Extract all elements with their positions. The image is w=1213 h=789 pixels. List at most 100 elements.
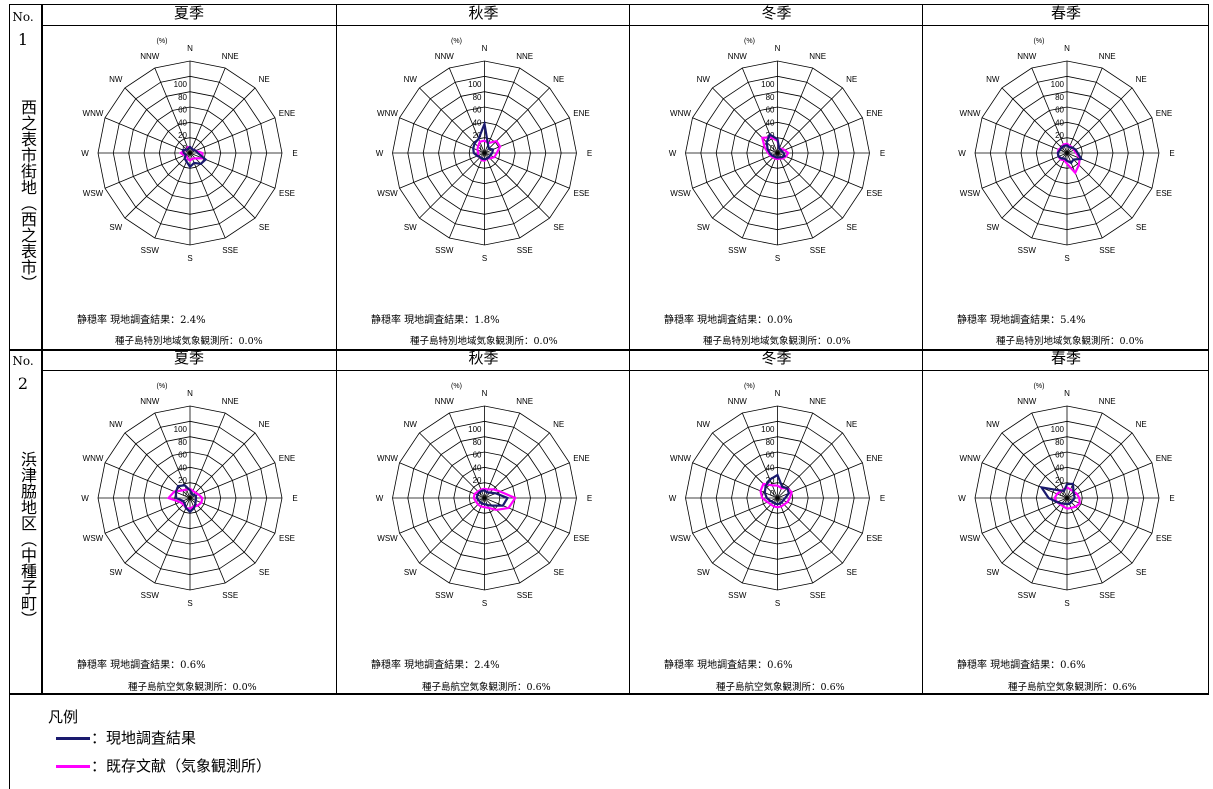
direction-label: SE [1136, 223, 1147, 232]
border-right [1208, 4, 1209, 693]
direction-label: SE [846, 568, 857, 577]
direction-label: E [587, 149, 592, 158]
direction-label: ENE [866, 454, 882, 463]
direction-label: W [669, 494, 677, 503]
grid-spoke [484, 432, 550, 499]
grid-spoke [484, 67, 521, 154]
series-reference-line [1053, 486, 1081, 510]
series-reference-line [760, 136, 790, 161]
calm-rate-survey: 静穏率 現地調査結果：0.6% [957, 660, 1086, 671]
series-survey-line [765, 132, 786, 159]
direction-label: S [775, 254, 780, 263]
grid-spoke [692, 462, 778, 499]
grid-spoke [189, 462, 276, 499]
radial-tick-label: 0 [183, 144, 188, 153]
direction-label: N [187, 389, 193, 398]
series-survey-line [472, 119, 495, 161]
grid-spoke [189, 497, 226, 584]
grid-spoke [124, 87, 191, 154]
radial-tick-label: 80 [178, 438, 187, 447]
radial-tick-label: 40 [1055, 118, 1064, 127]
radial-tick-label: 80 [473, 438, 482, 447]
grid-spoke [484, 497, 521, 584]
station-2-no: No. [12, 354, 34, 368]
legend-title: 凡例 [48, 708, 79, 726]
radial-tick-label: 80 [1055, 93, 1064, 102]
direction-label: SE [1136, 568, 1147, 577]
divider-legend [9, 693, 1209, 695]
direction-label: ESE [866, 534, 882, 543]
grid-spoke [484, 152, 521, 239]
radial-tick-label: 60 [766, 106, 775, 115]
radial-tick-label: 20 [473, 476, 482, 485]
calm-rate-reference: 種子島特別地域気象観測所：0.0% [115, 336, 263, 347]
direction-label: ENE [279, 109, 295, 118]
radial-tick-label: 60 [473, 106, 482, 115]
grid-spoke [1066, 152, 1103, 239]
direction-label: N [1064, 389, 1070, 398]
direction-label: ESE [1156, 534, 1172, 543]
direction-label: NNE [222, 397, 239, 406]
grid-spoke [1001, 432, 1068, 499]
direction-label: ENE [1156, 454, 1172, 463]
grid-spoke [1031, 412, 1068, 499]
grid-spoke [154, 412, 191, 499]
grid-spoke [1066, 87, 1133, 154]
radial-tick-label: 40 [178, 463, 187, 472]
direction-label: E [880, 494, 885, 503]
direction-label: SSW [435, 246, 454, 255]
direction-label: N [775, 389, 781, 398]
unit-label: (%) [451, 38, 462, 45]
season-header: 春季 [1050, 349, 1081, 367]
calm-rate-survey: 静穏率 現地調査結果：1.8% [371, 315, 500, 326]
radial-tick-label: 0 [770, 489, 775, 498]
direction-label: NW [404, 420, 418, 429]
direction-label: WNW [960, 454, 981, 463]
direction-label: NNE [1099, 397, 1116, 406]
direction-label: ENE [573, 454, 589, 463]
series-survey-line [475, 489, 510, 507]
grid-spoke [1066, 117, 1153, 154]
direction-label: SSE [222, 591, 238, 600]
direction-label: WSW [377, 189, 398, 198]
direction-label: W [958, 149, 966, 158]
direction-label: NNE [516, 52, 533, 61]
grid-spoke [124, 152, 191, 219]
grid-spoke [777, 497, 863, 534]
calm-rate-reference: 種子島航空気象観測所：0.6% [1008, 682, 1137, 693]
direction-label: SSW [141, 246, 160, 255]
season-header: 夏季 [173, 349, 204, 367]
grid-spoke [1066, 67, 1103, 154]
grid-spoke [777, 152, 814, 239]
direction-label: N [1064, 44, 1070, 53]
direction-label: NNE [516, 397, 533, 406]
radial-tick-label: 40 [1055, 463, 1064, 472]
direction-label: NNE [1099, 52, 1116, 61]
direction-label: W [376, 494, 384, 503]
radial-tick-label: 60 [766, 451, 775, 460]
grid-spoke [419, 432, 485, 499]
season-header: 冬季 [761, 4, 792, 22]
grid-spoke [1031, 67, 1068, 154]
radial-tick-label: 100 [1051, 425, 1065, 434]
direction-label: ENE [866, 109, 882, 118]
legend-swatch-reference [56, 765, 90, 768]
direction-label: E [292, 149, 297, 158]
direction-label: W [81, 149, 89, 158]
grid-spoke [692, 152, 778, 189]
direction-label: WSW [670, 189, 691, 198]
radial-tick-label: 100 [174, 80, 188, 89]
direction-label: S [187, 254, 192, 263]
direction-label: S [1064, 254, 1069, 263]
grid-spoke [1001, 497, 1068, 564]
grid-spoke [399, 152, 485, 189]
direction-label: NNE [222, 52, 239, 61]
direction-label: NW [404, 75, 418, 84]
calm-rate-reference: 種子島航空気象観測所：0.6% [422, 682, 551, 693]
unit-label: (%) [451, 383, 462, 390]
grid-spoke [741, 497, 778, 584]
radial-tick-label: 80 [766, 438, 775, 447]
grid-spoke [189, 412, 226, 499]
direction-label: E [1169, 494, 1174, 503]
calm-rate-survey: 静穏率 現地調査結果：5.4% [957, 315, 1086, 326]
